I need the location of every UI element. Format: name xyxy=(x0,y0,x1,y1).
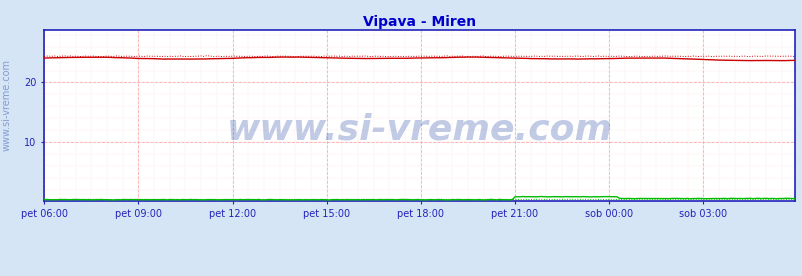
Title: Vipava - Miren: Vipava - Miren xyxy=(363,15,476,29)
Text: www.si-vreme.com: www.si-vreme.com xyxy=(226,113,612,147)
Text: www.si-vreme.com: www.si-vreme.com xyxy=(2,59,11,151)
